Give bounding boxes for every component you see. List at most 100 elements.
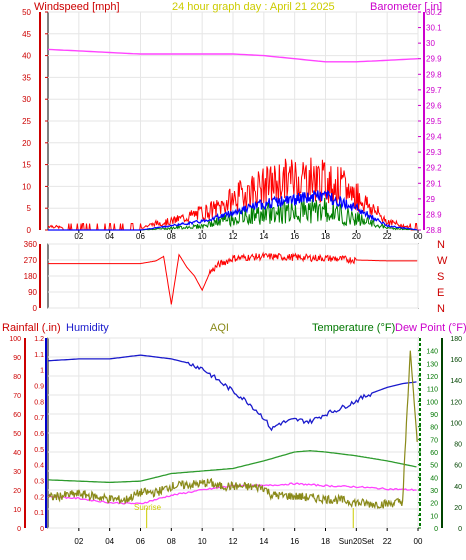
humidity-tick-label: 30 bbox=[13, 469, 21, 476]
temperature-tick-label: 0 bbox=[434, 526, 438, 533]
temperature-tick-label: 140 bbox=[426, 349, 438, 356]
dewpoint-tick-label: 20 bbox=[454, 505, 462, 512]
wind-tick-label: 5 bbox=[27, 204, 32, 213]
temperature-label: Temperature (°F) bbox=[312, 322, 395, 334]
wind-tick-label: 20 bbox=[22, 139, 31, 148]
wind-tick-label: 45 bbox=[22, 30, 31, 39]
rain-tick-label: 1 bbox=[40, 368, 44, 375]
temperature-series bbox=[48, 450, 417, 484]
barometer-tick-label: 28.8 bbox=[426, 226, 442, 235]
humidity-tick-label: 100 bbox=[9, 336, 21, 343]
x-tick-label: 14 bbox=[259, 537, 268, 546]
wind-tick-label: 25 bbox=[22, 117, 31, 126]
rain-tick-label: 0.8 bbox=[34, 399, 44, 406]
rain-tick-label: 1.2 bbox=[34, 336, 44, 343]
humidity-tick-label: 70 bbox=[13, 393, 21, 400]
temperature-tick-label: 80 bbox=[430, 425, 438, 432]
humidity-series bbox=[47, 354, 417, 432]
x-tick-label: 12 bbox=[229, 537, 238, 546]
dewpoint-tick-label: 160 bbox=[450, 357, 462, 364]
compass-label: N bbox=[437, 303, 445, 315]
rainfall-label: Rainfall (.in) bbox=[2, 322, 61, 334]
x-tick-label: 04 bbox=[105, 537, 114, 546]
barometer-tick-label: 30 bbox=[426, 39, 435, 48]
aqi-label: AQI bbox=[210, 322, 229, 334]
wind-panel-axes: 0 5 10 15 20 25 30 35 40 45 50 28.8 28.9 29 29.1 29.2 29… bbox=[22, 8, 442, 241]
x-tick-label: 02 bbox=[74, 537, 83, 546]
rain-tick-label: 0.7 bbox=[34, 415, 44, 422]
x-tick-label: 10 bbox=[198, 537, 207, 546]
rain-tick-label: 0 bbox=[40, 526, 44, 533]
direction-tick-label: 0 bbox=[33, 304, 38, 313]
barometer-tick-label: 29.9 bbox=[426, 55, 442, 64]
windspeed-series bbox=[47, 157, 418, 231]
chart-title: 24 hour graph day : April 21 2025 bbox=[172, 1, 335, 13]
climate-panel-axes: 010203040506070809010000.10.20.30.40.50.… bbox=[9, 336, 462, 546]
temperature-tick-label: 20 bbox=[430, 501, 438, 508]
barometer-tick-label: 30.1 bbox=[426, 24, 442, 33]
temperature-tick-label: 40 bbox=[430, 475, 438, 482]
wind-tick-label: 40 bbox=[22, 52, 31, 61]
temperature-tick-label: 50 bbox=[430, 463, 438, 470]
direction-panel-series bbox=[48, 251, 418, 305]
x-tick-label: 18 bbox=[321, 232, 330, 241]
dewpoint-tick-label: 40 bbox=[454, 484, 462, 491]
x-tick-label: 06 bbox=[136, 537, 145, 546]
humidity-tick-label: 40 bbox=[13, 450, 21, 457]
x-tick-label: 22 bbox=[383, 232, 392, 241]
direction-panel-grid bbox=[48, 243, 419, 309]
humidity-tick-label: 10 bbox=[13, 507, 21, 514]
barometer-tick-label: 29.7 bbox=[426, 86, 442, 95]
wind-tick-label: 0 bbox=[27, 226, 32, 235]
humidity-tick-label: 60 bbox=[13, 412, 21, 419]
x-tick-label: Sun20Set bbox=[339, 537, 375, 546]
barometer-tick-label: 29.3 bbox=[426, 148, 442, 157]
temperature-tick-label: 30 bbox=[430, 488, 438, 495]
barometer-tick-label: 29.8 bbox=[426, 70, 442, 79]
temperature-tick-label: 90 bbox=[430, 412, 438, 419]
x-tick-label: 10 bbox=[198, 232, 207, 241]
x-tick-label: 22 bbox=[383, 537, 392, 546]
dewpoint-tick-label: 180 bbox=[450, 336, 462, 343]
rain-tick-label: 0.2 bbox=[34, 494, 44, 501]
temperature-tick-label: 10 bbox=[430, 513, 438, 520]
windspeed-label: Windspeed [mph] bbox=[34, 1, 120, 13]
x-tick-label: 16 bbox=[290, 537, 299, 546]
barometer-tick-label: 29.2 bbox=[426, 164, 442, 173]
x-tick-label: 06 bbox=[136, 232, 145, 241]
temperature-tick-label: 100 bbox=[426, 399, 438, 406]
humidity-label: Humidity bbox=[66, 322, 109, 334]
dewpoint-tick-label: 80 bbox=[454, 442, 462, 449]
x-tick-label: 02 bbox=[74, 232, 83, 241]
x-tick-label: 00 bbox=[414, 232, 423, 241]
x-tick-label: 18 bbox=[321, 537, 330, 546]
sunrise-label: Sunrise bbox=[134, 503, 162, 512]
humidity-tick-label: 0 bbox=[17, 526, 21, 533]
humidity-tick-label: 20 bbox=[13, 488, 21, 495]
climate-panel-series bbox=[47, 350, 418, 528]
direction-tick-label: 360 bbox=[24, 240, 38, 249]
direction-tick-label: 180 bbox=[24, 272, 38, 281]
dewpoint-tick-label: 100 bbox=[450, 420, 462, 427]
humidity-tick-label: 80 bbox=[13, 374, 21, 381]
wind-tick-label: 35 bbox=[22, 73, 31, 82]
temperature-tick-label: 60 bbox=[430, 450, 438, 457]
barometer-label: Barometer [.in] bbox=[370, 1, 442, 13]
barometer-tick-label: 29.5 bbox=[426, 117, 442, 126]
humidity-tick-label: 90 bbox=[13, 355, 21, 362]
rain-tick-label: 0.4 bbox=[34, 463, 44, 470]
barometer-tick-label: 28.9 bbox=[426, 210, 442, 219]
rain-tick-label: 0.3 bbox=[34, 479, 44, 486]
barometer-series bbox=[47, 48, 419, 63]
wind-tick-label: 50 bbox=[22, 8, 31, 17]
dewpoint-label: Dew Point (°F) bbox=[395, 322, 466, 334]
aqi-series bbox=[47, 350, 418, 510]
humidity-tick-label: 50 bbox=[13, 431, 21, 438]
temperature-tick-label: 130 bbox=[426, 361, 438, 368]
x-tick-label: 04 bbox=[105, 232, 114, 241]
temperature-tick-label: 110 bbox=[427, 387, 438, 394]
wind-tick-label: 30 bbox=[22, 95, 31, 104]
